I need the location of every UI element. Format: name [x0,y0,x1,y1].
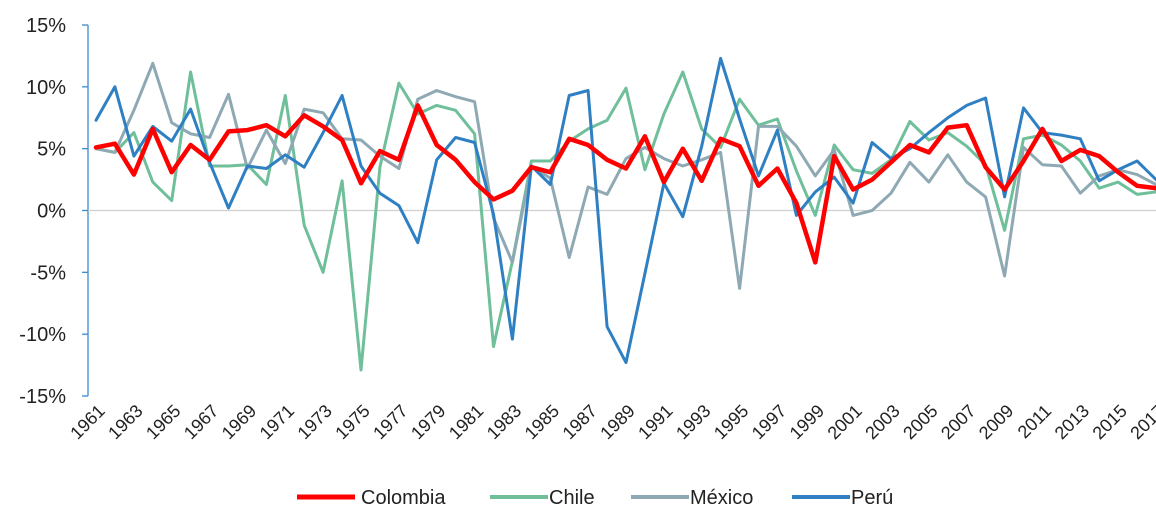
series-line-peru [94,56,1156,365]
x-tick-label: 2009 [975,401,1017,443]
legend-label-mexico: México [690,487,753,509]
series-line-chile [94,70,1156,372]
x-tick-label: 1997 [748,401,790,443]
x-tick-label: 2003 [861,401,903,443]
y-tick-label: -5% [30,262,66,284]
x-tick-label: 1981 [445,401,487,443]
legend-label-chile: Chile [549,487,595,509]
series-lines [93,56,1156,372]
x-tick-label: 2013 [1051,401,1093,443]
x-tick-label: 1993 [672,401,714,443]
x-tick-label: 1999 [786,401,828,443]
x-tick-label: 2005 [899,401,941,443]
x-tick-label: 1965 [142,401,184,443]
x-tick-label: 1991 [634,401,676,443]
x-axis: 1961196319651967196919711973197519771979… [66,401,1156,443]
y-tick-label: 15% [26,15,66,37]
y-tick-label: 0% [37,201,66,223]
x-tick-label: 1989 [596,401,638,443]
y-tick-label: 5% [37,139,66,161]
x-tick-label: 1995 [710,401,752,443]
x-tick-label: 1983 [483,401,525,443]
legend: Colombia Chile México Perú [297,487,893,509]
x-tick-label: 2011 [1014,401,1056,443]
series-line-mexico [94,61,1156,290]
y-tick-label: 10% [26,77,66,99]
x-tick-label: 1987 [559,401,601,443]
x-tick-label: 1971 [256,401,298,443]
x-tick-label: 1963 [104,401,146,443]
series-line-colombia [93,103,1156,265]
x-tick-label: 1977 [369,401,411,443]
legend-label-peru: Perú [851,487,893,509]
x-tick-label: 2017 [1126,401,1156,443]
x-tick-label: 1985 [521,401,563,443]
y-axis: -15% -10% -5% 0% 5% 10% 15% [19,15,89,408]
legend-label-colombia: Colombia [361,487,446,509]
x-tick-label: 1975 [331,401,373,443]
x-tick-label: 2015 [1089,401,1131,443]
x-tick-label: 1961 [66,401,108,443]
y-tick-label: -10% [19,324,66,346]
x-tick-label: 1979 [407,401,449,443]
x-tick-label: 1973 [294,401,336,443]
x-tick-label: 1969 [218,401,260,443]
x-tick-label: 2007 [937,401,979,443]
y-tick-label: -15% [19,386,66,408]
x-tick-label: 1967 [180,401,222,443]
x-tick-label: 2001 [824,401,866,443]
